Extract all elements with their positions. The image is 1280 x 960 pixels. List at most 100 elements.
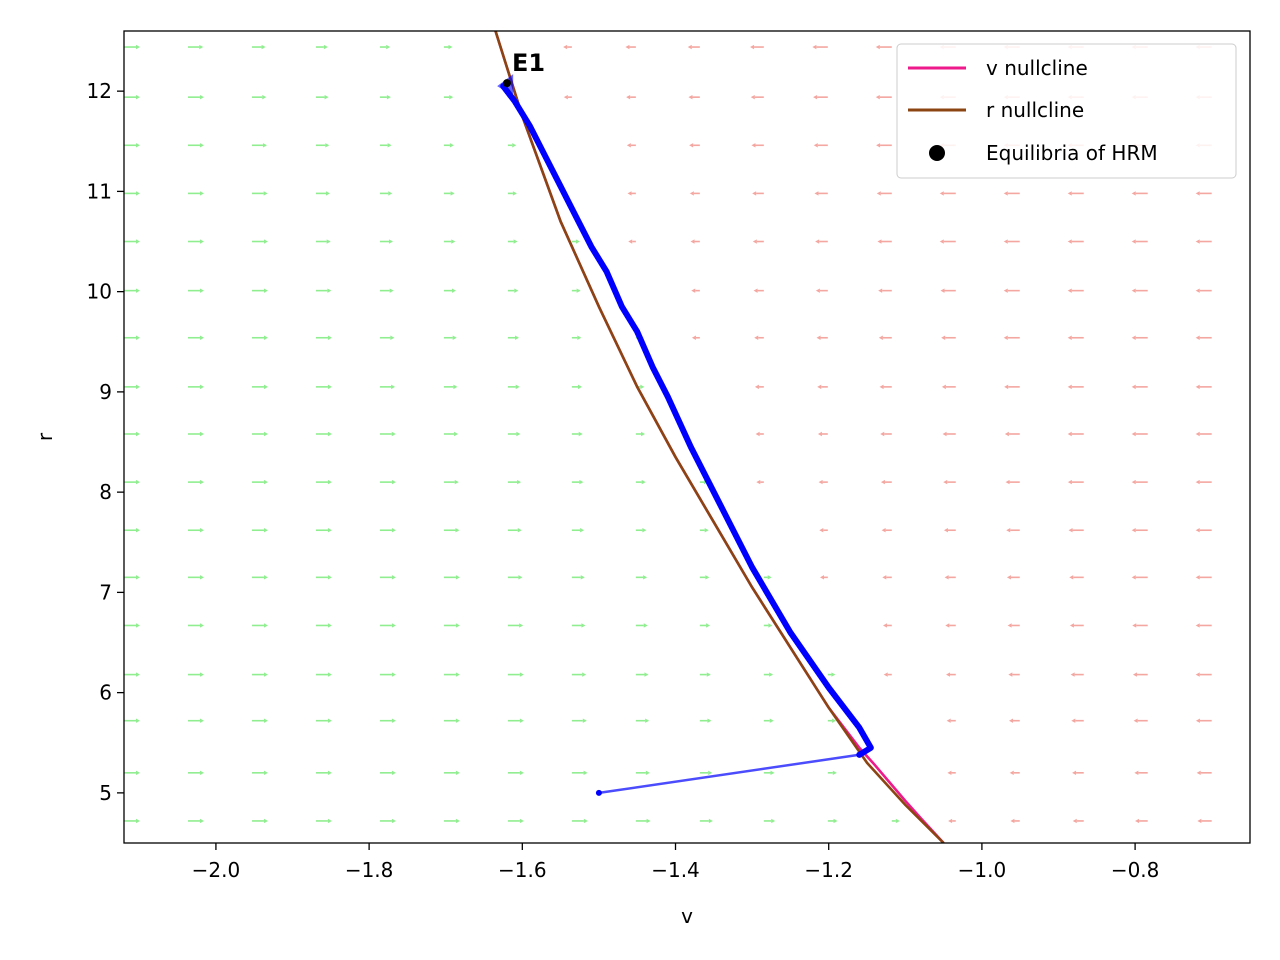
vector-arrow-head bbox=[645, 718, 650, 723]
vector-arrow-head bbox=[640, 384, 645, 390]
vector-arrow-head bbox=[327, 818, 332, 824]
vector-arrow-head bbox=[514, 288, 519, 293]
vector-arrow-head bbox=[519, 718, 524, 723]
vector-arrow-head bbox=[1067, 431, 1072, 437]
vector-arrow-head bbox=[831, 672, 836, 677]
vector-arrow-head bbox=[1009, 770, 1014, 776]
vector-arrow-head bbox=[1067, 191, 1072, 196]
vector-arrow-head bbox=[199, 384, 204, 390]
vector-arrow-head bbox=[199, 528, 204, 533]
vector-arrow-head bbox=[517, 479, 522, 485]
vector-arrow-head bbox=[136, 143, 140, 148]
vector-arrow-head bbox=[136, 575, 140, 580]
vector-arrow-head bbox=[263, 575, 268, 580]
nullcline-lines bbox=[494, 31, 945, 843]
vector-arrow-head bbox=[750, 94, 755, 100]
vector-arrow-head bbox=[878, 288, 883, 293]
vector-arrow-head bbox=[325, 143, 330, 148]
y-tick-label: 6 bbox=[99, 681, 112, 705]
vector-arrow-head bbox=[883, 672, 888, 677]
vector-arrow-head bbox=[691, 335, 696, 340]
vector-arrow-head bbox=[517, 528, 522, 533]
vector-arrow-head bbox=[583, 770, 588, 776]
vector-arrow-head bbox=[455, 623, 460, 628]
vector-arrow-head bbox=[199, 575, 204, 580]
vector-arrow-head bbox=[136, 528, 140, 533]
vector-arrow-head bbox=[877, 239, 882, 244]
legend-label-v-nullcline: v nullcline bbox=[986, 56, 1088, 80]
vector-arrow-head bbox=[833, 818, 838, 824]
vector-arrow-head bbox=[945, 623, 950, 628]
y-tick-label: 10 bbox=[87, 280, 112, 304]
vector-arrow-head bbox=[939, 239, 944, 244]
vector-arrow-head bbox=[1197, 818, 1202, 824]
vector-arrow-head bbox=[327, 770, 332, 776]
vector-arrow-head bbox=[814, 191, 819, 196]
vector-arrow-head bbox=[1195, 239, 1200, 244]
vector-arrow-head bbox=[389, 288, 394, 293]
vector-arrow-head bbox=[262, 94, 267, 100]
vector-arrow-head bbox=[1195, 575, 1200, 580]
equilibrium-label: E1 bbox=[512, 49, 545, 77]
vector-arrow-head bbox=[263, 431, 268, 437]
vector-arrow-head bbox=[327, 384, 332, 390]
x-tick-label: −1.2 bbox=[804, 858, 853, 882]
vector-arrow-head bbox=[940, 288, 945, 293]
vector-arrow-head bbox=[817, 431, 822, 437]
vector-arrow-head bbox=[263, 335, 268, 340]
x-tick-label: −1.8 bbox=[345, 858, 394, 882]
vector-arrow-head bbox=[1008, 672, 1013, 677]
vector-arrow-head bbox=[817, 384, 822, 390]
x-tick-label: −1.4 bbox=[651, 858, 700, 882]
vector-arrow-head bbox=[1132, 623, 1137, 628]
y-tick-label: 11 bbox=[87, 179, 112, 203]
vector-arrow-head bbox=[708, 818, 713, 824]
vector-arrow-head bbox=[752, 191, 757, 196]
vector-arrow-head bbox=[136, 770, 140, 776]
vector-arrow-head bbox=[1010, 818, 1015, 824]
vector-arrow-head bbox=[324, 94, 329, 100]
vector-arrow-head bbox=[881, 528, 886, 533]
vector-arrow-head bbox=[512, 191, 517, 196]
vector-arrow-head bbox=[386, 44, 391, 50]
vector-arrow-head bbox=[387, 143, 392, 148]
vector-arrow-head bbox=[577, 335, 582, 340]
vector-arrow-head bbox=[1195, 623, 1200, 628]
vector-arrow-head bbox=[1196, 770, 1201, 776]
vector-arrow-head bbox=[876, 191, 881, 196]
vector-arrow-head bbox=[391, 623, 396, 628]
vector-arrow-head bbox=[327, 431, 332, 437]
legend: v nullcline r nullcline Equilibria of HR… bbox=[896, 43, 1237, 179]
vector-arrow-head bbox=[576, 288, 581, 293]
vector-arrow-head bbox=[754, 335, 759, 340]
vector-arrow-head bbox=[199, 288, 204, 293]
x-axis-label: v bbox=[681, 904, 693, 928]
vector-arrow-head bbox=[1131, 384, 1136, 390]
vector-arrow-head bbox=[751, 143, 756, 148]
vector-arrow-head bbox=[879, 384, 884, 390]
vector-arrow-head bbox=[199, 143, 204, 148]
vector-arrow-head bbox=[1131, 239, 1136, 244]
x-axis-ticks: −2.0 −1.8 −1.6 −1.4 −1.2 −1.0 −0.8 bbox=[192, 843, 1159, 882]
vector-arrow-head bbox=[454, 479, 459, 485]
vector-arrow-head bbox=[1195, 191, 1200, 196]
vector-arrow-head bbox=[1195, 335, 1200, 340]
vector-arrow-head bbox=[1135, 818, 1140, 824]
equilibrium-point bbox=[502, 79, 511, 88]
vector-arrow-head bbox=[1068, 528, 1073, 533]
vector-arrow-head bbox=[1072, 818, 1077, 824]
vector-arrow-head bbox=[832, 770, 837, 776]
vector-arrow-head bbox=[769, 672, 774, 677]
vector-arrow-head bbox=[450, 191, 455, 196]
vector-arrow-head bbox=[946, 672, 951, 677]
vector-arrow-head bbox=[136, 623, 140, 628]
vector-arrow-head bbox=[1067, 288, 1072, 293]
x-tick-label: −1.0 bbox=[958, 858, 1007, 882]
vector-arrow-head bbox=[755, 431, 760, 437]
vector-arrow-head bbox=[1006, 528, 1011, 533]
vector-arrow-head bbox=[199, 818, 204, 824]
equilibria: E1 bbox=[502, 49, 545, 88]
y-axis-ticks: 5 6 7 8 9 10 11 12 bbox=[87, 79, 124, 805]
vector-arrow-head bbox=[1006, 575, 1011, 580]
vector-arrow-head bbox=[1195, 528, 1200, 533]
